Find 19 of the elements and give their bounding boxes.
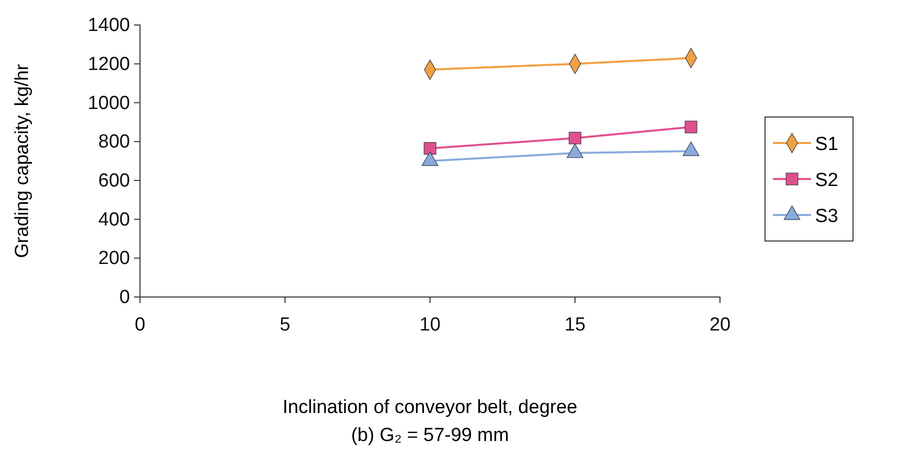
y-tick-label: 600 [98,170,130,192]
x-tick-label: 15 [564,314,586,336]
x-axis-title: Inclination of conveyor belt, degree [282,397,578,418]
legend-label: S1 [815,134,838,155]
x-tick-label: 20 [709,314,731,336]
x-tick-label: 0 [134,314,146,336]
legend-label: S3 [815,206,838,227]
y-tick-label: 1000 [88,92,130,114]
y-tick-label: 400 [98,209,130,230]
y-axis-title: Grading capacity, kg/hr [12,63,33,258]
y-tick-label: 1400 [88,15,130,36]
y-tick-label: 800 [98,132,130,153]
y-tick-label: 0 [119,287,130,308]
y-tick-label: 200 [98,248,130,270]
x-tick-label: 5 [280,314,290,336]
y-tick-label: 1200 [88,54,130,75]
legend-label: S2 [815,170,838,191]
text: (b) G₂ = 57-99 mm [351,425,509,446]
x-tick-label: 10 [419,314,441,336]
